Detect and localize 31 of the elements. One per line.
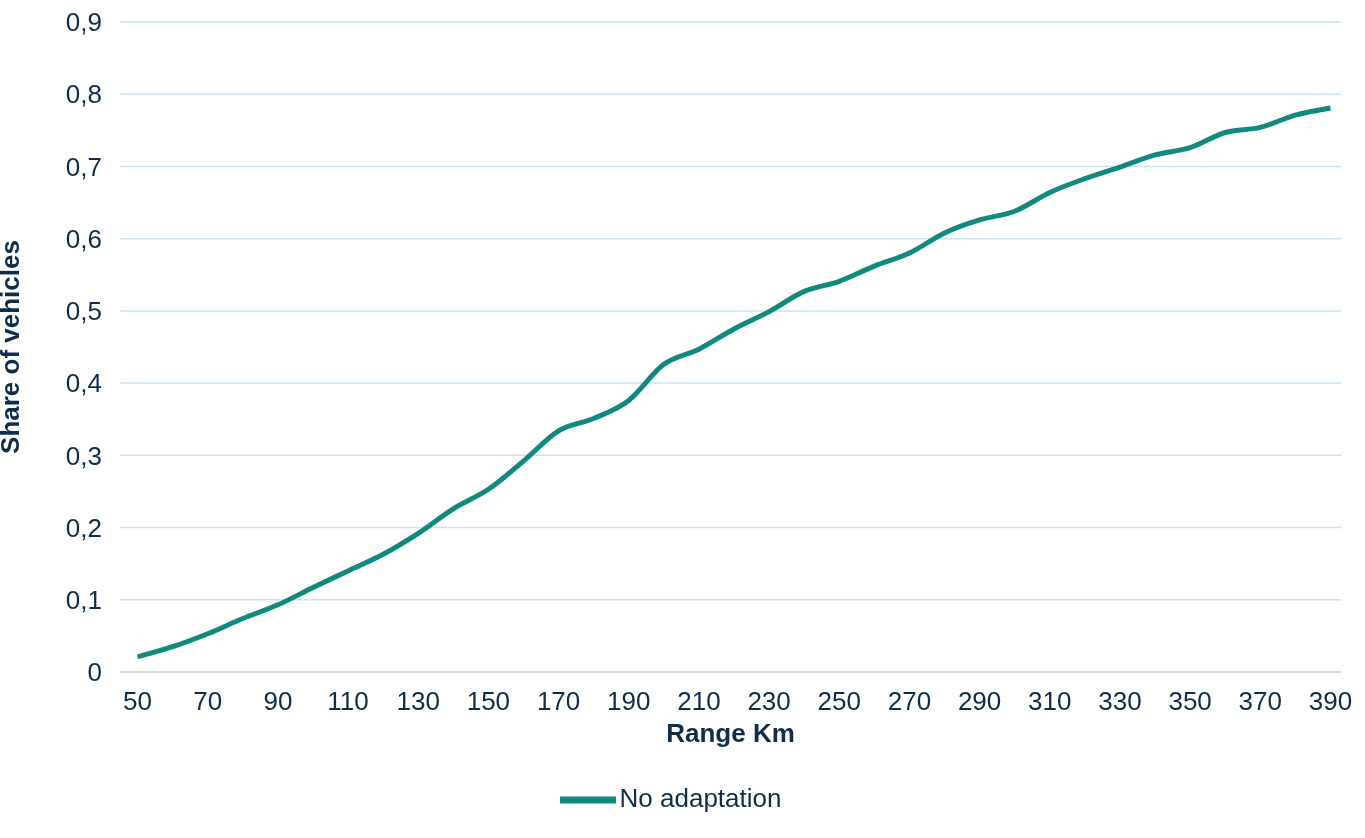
- x-tick-label: 370: [1238, 686, 1282, 717]
- y-tick-label: 0,1: [65, 585, 102, 616]
- x-tick-label: 390: [1308, 686, 1353, 717]
- x-tick-label: 270: [887, 686, 932, 717]
- y-axis-title: Share of vehicles: [0, 240, 26, 454]
- y-tick-label: 0,4: [65, 368, 102, 399]
- x-tick-label: 330: [1098, 686, 1142, 717]
- x-tick-label: 290: [957, 686, 1002, 717]
- x-tick-label: 110: [327, 686, 369, 717]
- x-tick-label: 190: [607, 686, 651, 717]
- x-tick-label: 310: [1028, 686, 1072, 717]
- y-tick-label: 0,8: [65, 79, 102, 110]
- x-tick-label: 150: [466, 686, 511, 717]
- y-tick-label: 0,6: [65, 223, 102, 254]
- x-tick-label: 90: [263, 686, 293, 717]
- x-axis-title: Range Km: [666, 718, 795, 748]
- y-tick-label: 0,7: [65, 151, 102, 182]
- y-tick-label: 0,9: [65, 7, 102, 38]
- x-tick-label: 210: [677, 686, 721, 717]
- y-tick-label: 0,2: [65, 512, 102, 543]
- x-tick-label: 130: [396, 686, 440, 717]
- y-tick-label: 0,5: [65, 296, 102, 327]
- x-tick-label: 350: [1168, 686, 1212, 717]
- legend-label: No adaptation: [619, 782, 782, 813]
- x-tick-label: 230: [747, 686, 791, 717]
- x-tick-label: 170: [536, 686, 581, 717]
- x-tick-label: 250: [817, 686, 861, 717]
- x-tick-label: 70: [193, 686, 223, 717]
- y-tick-label: 0,3: [65, 440, 102, 471]
- x-tick-label: 50: [123, 686, 152, 717]
- y-tick-label: 0: [87, 657, 102, 688]
